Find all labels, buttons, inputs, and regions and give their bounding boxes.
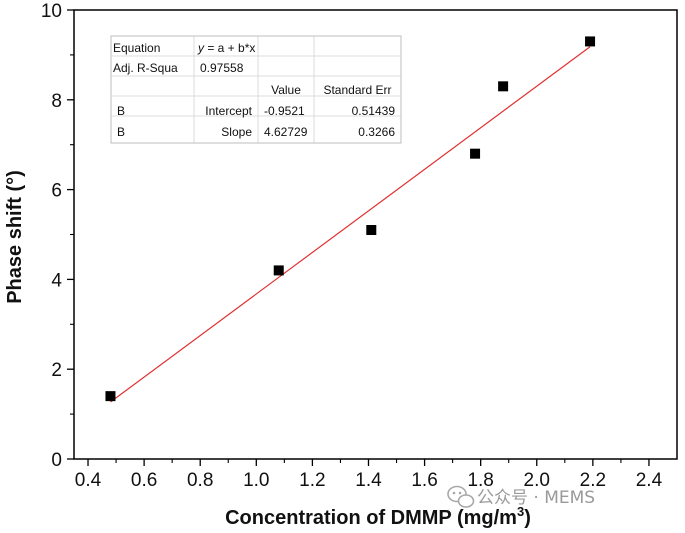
fit-table-cell: -0.9521 [264, 104, 305, 118]
y-tick-label: 2 [51, 360, 62, 381]
fit-table-cell: 0.51439 [352, 104, 396, 118]
x-axis-title-sup: 3 [517, 504, 524, 519]
x-tick-label: 0.6 [131, 470, 157, 491]
x-tick-label: 1.2 [299, 470, 325, 491]
data-point [105, 391, 116, 402]
x-axis-title-main: Concentration of DMMP (mg/m [225, 507, 517, 529]
fit-table-cell: Standard Err [323, 83, 391, 97]
x-axis-title-close: ) [524, 507, 531, 529]
fit-table-cell: Slope [221, 125, 252, 139]
fit-results-table: Equation y = a + b*x Adj. R-Squa 0.97558 Val… [110, 35, 402, 144]
fit-line-group [110, 46, 591, 403]
data-point [273, 265, 284, 276]
x-tick-label: 1.0 [243, 470, 269, 491]
data-points-group [105, 36, 596, 402]
x-tick-label: 1.4 [355, 470, 382, 491]
x-tick-label: 2.2 [580, 470, 606, 491]
fit-table-cell: Intercept [205, 104, 252, 118]
y-tick-label: 10 [41, 1, 62, 22]
watermark: 公众号 · MEMS [447, 485, 595, 508]
y-tick-label: 8 [51, 91, 62, 112]
x-tick-label: 1.8 [467, 470, 493, 491]
x-tick-label: 0.8 [187, 470, 213, 491]
data-point [498, 81, 509, 92]
data-point [470, 148, 481, 159]
linear-fit-line [110, 46, 591, 403]
fit-table-cell: B [117, 104, 125, 118]
fit-table-cell: B [117, 125, 125, 139]
y-tick-label: 6 [51, 181, 62, 202]
fit-table-cell: 4.62729 [264, 125, 308, 139]
x-tick-label: 0.4 [75, 470, 102, 491]
fit-table-cell: Adj. R-Squa [113, 61, 178, 75]
fit-table-frame [110, 35, 402, 144]
fit-table-cell: Equation [113, 41, 160, 55]
x-axis-ticks: 0.4 0.6 0.8 1.0 1.2 1.4 1.6 1.8 2.0 2.2 2.4 [75, 459, 663, 491]
data-point [366, 225, 377, 236]
y-axis-ticks: 0 2 4 6 8 10 [41, 1, 74, 471]
watermark-text: 公众号 · MEMS [477, 488, 595, 508]
fit-table-cell: Value [271, 83, 301, 97]
x-tick-label: 1.6 [411, 470, 437, 491]
y-tick-label: 4 [51, 270, 62, 291]
x-tick-label: 2.4 [636, 470, 663, 491]
y-axis-title: Phase shift (°) [4, 170, 26, 304]
x-axis-title: Concentration of DMMP (mg/m3) [225, 504, 531, 529]
y-tick-label: 0 [51, 450, 62, 471]
fit-table-cell: y = a + b*x [197, 41, 255, 55]
fit-table-cell: 0.97558 [200, 61, 244, 75]
fit-table-cell: 0.3266 [358, 125, 395, 139]
data-point [585, 36, 596, 47]
wechat-icon [447, 485, 475, 508]
x-tick-label: 2.0 [524, 470, 550, 491]
